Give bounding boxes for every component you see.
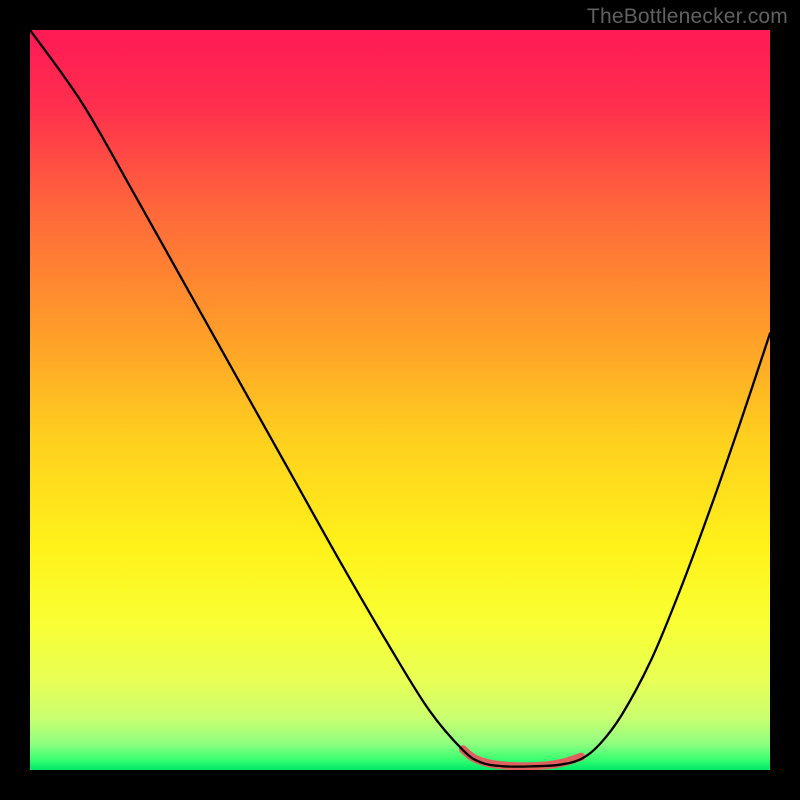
plot-area (30, 30, 770, 770)
chart-stage: TheBottlenecker.com (0, 0, 800, 800)
bottleneck-curve (30, 30, 770, 767)
curve-layer (30, 30, 770, 770)
watermark-text: TheBottlenecker.com (587, 5, 788, 29)
